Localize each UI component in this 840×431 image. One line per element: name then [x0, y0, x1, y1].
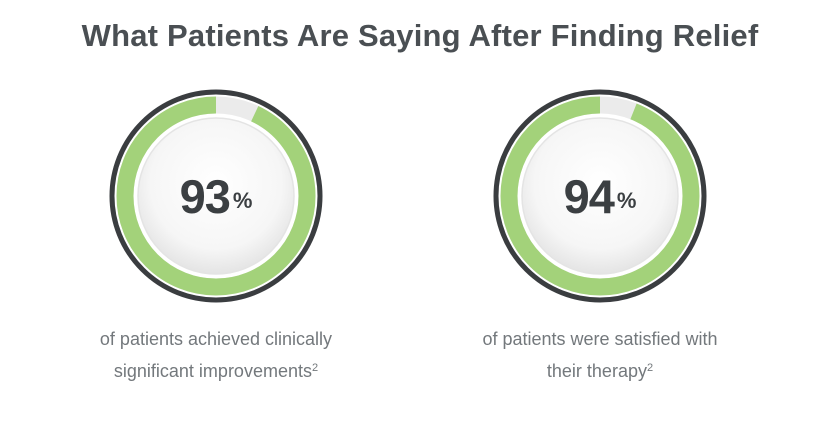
caption-line-1: of patients achieved clinically: [99, 329, 333, 349]
stat-card-improvement: 93% of patients achieved clinically sign…: [66, 86, 366, 386]
page-title: What Patients Are Saying After Finding R…: [81, 18, 759, 53]
stat-number: 93: [179, 169, 231, 223]
ring-fill: [116, 96, 316, 296]
progress-ring: 93%: [106, 86, 326, 306]
caption-line-2: significant improvements: [113, 361, 312, 381]
stat-caption: of patients achieved clinically signific…: [66, 325, 366, 386]
stat-number: 94: [563, 169, 615, 223]
caption-line-2: their therapy: [546, 361, 647, 381]
stat-caption: of patients were satisfied with their th…: [450, 325, 750, 386]
ring-center: [521, 117, 679, 275]
stat-unit: %: [616, 188, 637, 213]
stat-card-satisfaction: 94% of patients were satisfied with thei…: [450, 86, 750, 386]
ring-center: [137, 117, 295, 275]
stat-value: 94%: [490, 86, 710, 306]
footnote-ref: 2: [311, 362, 319, 374]
progress-ring: 94%: [490, 86, 710, 306]
stat-value: 93%: [106, 86, 326, 306]
footnote-ref: 2: [646, 362, 654, 374]
progress-ring-graphic: [109, 89, 323, 303]
progress-ring-graphic: [493, 89, 707, 303]
ring-fill: [500, 96, 700, 296]
caption-line-1: of patients were satisfied with: [482, 329, 718, 349]
stat-unit: %: [232, 188, 253, 213]
